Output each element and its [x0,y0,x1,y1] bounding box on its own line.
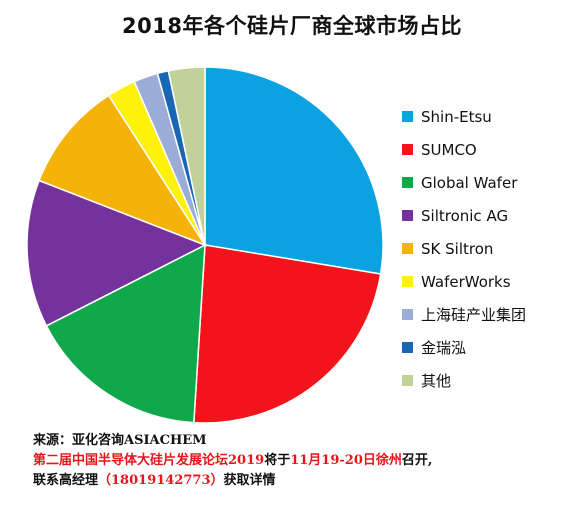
forum-open: 召开, [401,453,433,468]
pie-slice-1 [204,66,384,275]
legend-swatch [402,111,413,122]
forum-announcement: 第二届中国半导体大硅片发展论坛2019将于11月19-20日徐州召开, [33,451,581,471]
footer: 来源：亚化咨询ASIACHEM 第二届中国半导体大硅片发展论坛2019将于11月… [33,431,581,491]
legend-label: WaferWorks [421,272,511,291]
pie-slice-5 [38,94,207,247]
legend-swatch [402,309,413,320]
source-note: 来源：亚化咨询ASIACHEM [33,433,207,448]
legend-item: 其他 [402,364,526,397]
legend-item: WaferWorks [402,265,526,298]
legend-label: 其他 [421,372,452,390]
legend-item: SK Siltron [402,232,526,265]
contact-line: 联系高经理（18019142773）获取详情 [33,471,581,491]
pie-slice-9 [167,66,206,246]
contact-name: 联系高经理 [33,473,99,488]
legend-label: Global Wafer [421,173,518,192]
legend-item: SUMCO [402,133,526,166]
legend-swatch [402,144,413,155]
legend-label: SK Siltron [421,239,494,258]
legend-item: Global Wafer [402,166,526,199]
legend-swatch [402,276,413,287]
legend-label: SUMCO [421,140,477,159]
pie-slice-4 [26,179,207,327]
pie-slice-2 [193,244,382,424]
legend-label: Siltronic AG [421,206,509,225]
legend-swatch [402,243,413,254]
legend-swatch [402,177,413,188]
pie-slice-3 [45,243,206,424]
legend-label: 金瑞泓 [421,339,467,357]
contact-phone: （18019142773） [98,473,224,488]
forum-will: 将于 [264,453,291,468]
legend: Shin-Etsu SUMCO Global Wafer Siltronic AG SK… [402,100,526,397]
chart-title: 2018年各个硅片厂商全球市场占比 [122,14,462,38]
forum-date-place: 11月19-20日徐州 [290,453,402,468]
legend-item: 金瑞泓 [402,331,526,364]
legend-swatch [402,342,413,353]
legend-item: 上海硅产业集团 [402,298,526,331]
legend-label: 上海硅产业集团 [421,306,527,324]
legend-label: Shin-Etsu [421,107,492,126]
contact-details: 获取详情 [223,473,276,488]
legend-swatch [402,375,413,386]
legend-swatch [402,210,413,221]
pie-chart [26,66,384,424]
legend-item: Siltronic AG [402,199,526,232]
legend-item: Shin-Etsu [402,100,526,133]
forum-name: 第二届中国半导体大硅片发展论坛2019 [33,453,265,468]
